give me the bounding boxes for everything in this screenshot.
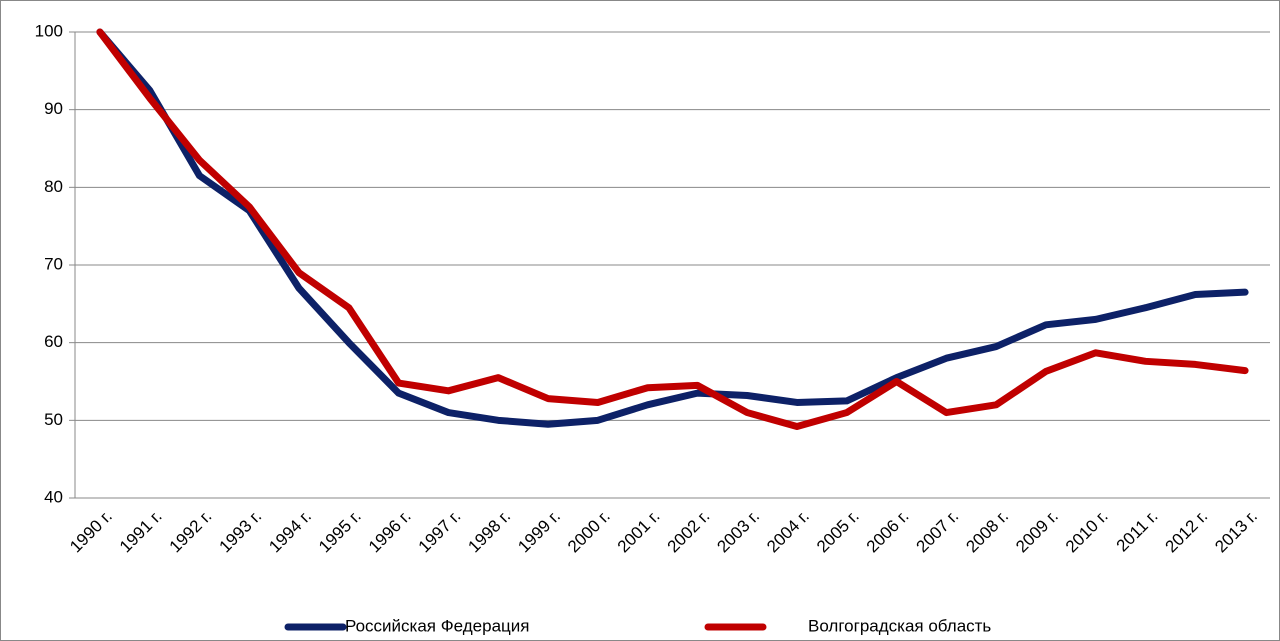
series-line — [96, 28, 1249, 428]
legend-label: Российская Федерация — [345, 616, 529, 635]
legend-label: Волгоградская область — [808, 616, 991, 635]
y-tick-label: 40 — [44, 487, 63, 506]
y-tick-label: 80 — [44, 177, 63, 196]
y-tick-label: 60 — [44, 332, 63, 351]
y-tick-label: 100 — [35, 21, 63, 40]
series-line — [96, 28, 1249, 431]
y-tick-label: 70 — [44, 254, 63, 273]
y-tick-label: 50 — [44, 410, 63, 429]
y-tick-label: 90 — [44, 99, 63, 118]
